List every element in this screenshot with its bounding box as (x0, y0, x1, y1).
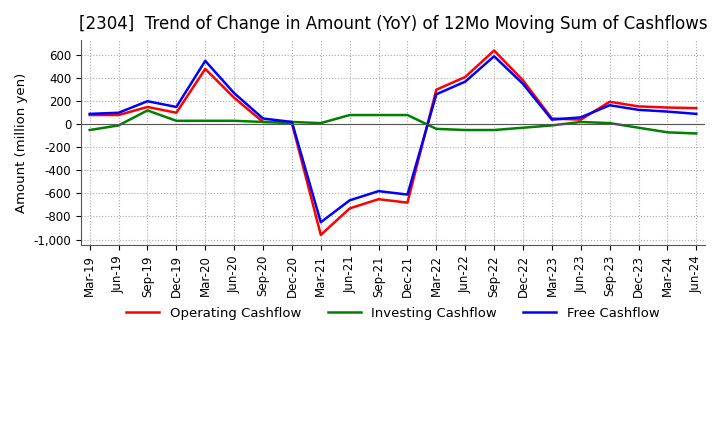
Free Cashflow (663, 109, 672, 114)
Operating Cashflow (461, 74, 469, 80)
Investing Cashflow (663, 130, 672, 135)
Free Cashflow (577, 115, 585, 120)
Operating Cashflow (403, 200, 412, 205)
Operating Cashflow (518, 78, 527, 83)
Free Cashflow (230, 91, 238, 96)
Operating Cashflow (692, 106, 701, 111)
Operating Cashflow (634, 104, 643, 109)
Free Cashflow (403, 192, 412, 197)
Free Cashflow (518, 81, 527, 87)
Investing Cashflow (374, 112, 383, 117)
Free Cashflow (287, 119, 296, 125)
Operating Cashflow (114, 112, 123, 117)
Investing Cashflow (403, 112, 412, 117)
Free Cashflow (432, 92, 441, 97)
Line: Operating Cashflow: Operating Cashflow (90, 51, 696, 235)
Free Cashflow (374, 188, 383, 194)
Free Cashflow (143, 99, 152, 104)
Title: [2304]  Trend of Change in Amount (YoY) of 12Mo Moving Sum of Cashflows: [2304] Trend of Change in Amount (YoY) o… (78, 15, 707, 33)
Investing Cashflow (490, 128, 498, 133)
Legend: Operating Cashflow, Investing Cashflow, Free Cashflow: Operating Cashflow, Investing Cashflow, … (121, 301, 665, 325)
Investing Cashflow (606, 121, 614, 126)
Free Cashflow (317, 220, 325, 225)
Investing Cashflow (86, 128, 94, 133)
Operating Cashflow (143, 104, 152, 110)
Investing Cashflow (230, 118, 238, 124)
Investing Cashflow (143, 108, 152, 113)
Operating Cashflow (577, 117, 585, 122)
Investing Cashflow (258, 119, 267, 125)
Investing Cashflow (317, 121, 325, 126)
Operating Cashflow (86, 112, 94, 117)
Free Cashflow (172, 104, 181, 110)
Operating Cashflow (346, 206, 354, 211)
Investing Cashflow (346, 112, 354, 117)
Operating Cashflow (548, 116, 557, 121)
Investing Cashflow (692, 131, 701, 136)
Operating Cashflow (287, 121, 296, 126)
Investing Cashflow (461, 128, 469, 133)
Investing Cashflow (114, 123, 123, 128)
Operating Cashflow (317, 232, 325, 238)
Y-axis label: Amount (million yen): Amount (million yen) (15, 73, 28, 213)
Investing Cashflow (172, 118, 181, 124)
Free Cashflow (461, 79, 469, 84)
Free Cashflow (346, 198, 354, 203)
Operating Cashflow (258, 119, 267, 125)
Operating Cashflow (490, 48, 498, 53)
Free Cashflow (490, 54, 498, 59)
Free Cashflow (606, 103, 614, 108)
Free Cashflow (86, 111, 94, 117)
Operating Cashflow (172, 110, 181, 115)
Line: Free Cashflow: Free Cashflow (90, 56, 696, 222)
Investing Cashflow (432, 126, 441, 132)
Operating Cashflow (230, 95, 238, 100)
Free Cashflow (634, 107, 643, 113)
Operating Cashflow (432, 87, 441, 92)
Operating Cashflow (201, 66, 210, 72)
Investing Cashflow (634, 125, 643, 130)
Free Cashflow (548, 117, 557, 122)
Free Cashflow (692, 111, 701, 117)
Free Cashflow (201, 58, 210, 63)
Investing Cashflow (201, 118, 210, 124)
Operating Cashflow (374, 197, 383, 202)
Operating Cashflow (663, 105, 672, 110)
Free Cashflow (258, 116, 267, 121)
Investing Cashflow (518, 125, 527, 130)
Investing Cashflow (577, 119, 585, 125)
Operating Cashflow (606, 99, 614, 104)
Investing Cashflow (548, 123, 557, 128)
Line: Investing Cashflow: Investing Cashflow (90, 110, 696, 133)
Free Cashflow (114, 110, 123, 115)
Investing Cashflow (287, 119, 296, 125)
